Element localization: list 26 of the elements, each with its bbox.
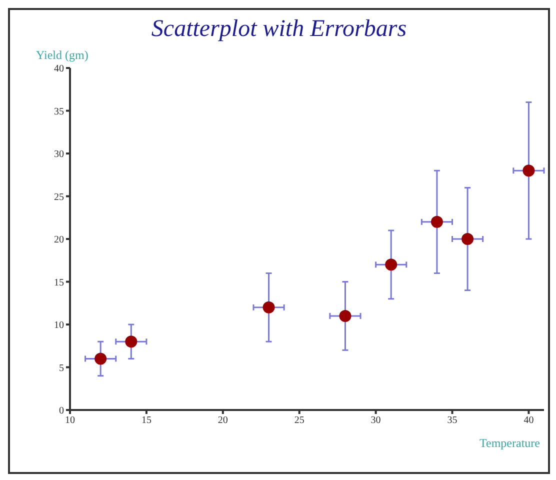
point (339, 310, 352, 322)
y-tick-label: 10 (54, 320, 64, 332)
y-axis-title: Yield (gm) (36, 48, 88, 63)
y-tick-label: 40 (54, 64, 64, 75)
x-tick-label: 35 (447, 415, 458, 426)
point (262, 301, 275, 314)
x-tick-label: 40 (524, 415, 534, 426)
point (94, 352, 107, 365)
point (522, 164, 535, 177)
point (462, 233, 474, 245)
y-tick-label: 15 (54, 277, 64, 288)
point (430, 216, 443, 228)
x-axis-title: Temperature (480, 436, 540, 451)
x-tick-label: 20 (218, 415, 228, 426)
y-tick-label: 5 (59, 362, 64, 374)
x-tick-label: 25 (294, 415, 304, 426)
point (385, 258, 398, 271)
y-tick-label: 35 (54, 106, 64, 118)
chart-title: Scatterplot with Errorbars (150, 16, 408, 43)
y-tick-label: 30 (54, 149, 64, 160)
y-tick-label: 0 (59, 406, 64, 417)
y-tick-label: 20 (54, 234, 64, 246)
y-tick-label: 25 (54, 192, 64, 203)
x-tick-label: 30 (370, 415, 381, 426)
x-tick-label: 15 (141, 415, 152, 426)
point (125, 336, 138, 348)
